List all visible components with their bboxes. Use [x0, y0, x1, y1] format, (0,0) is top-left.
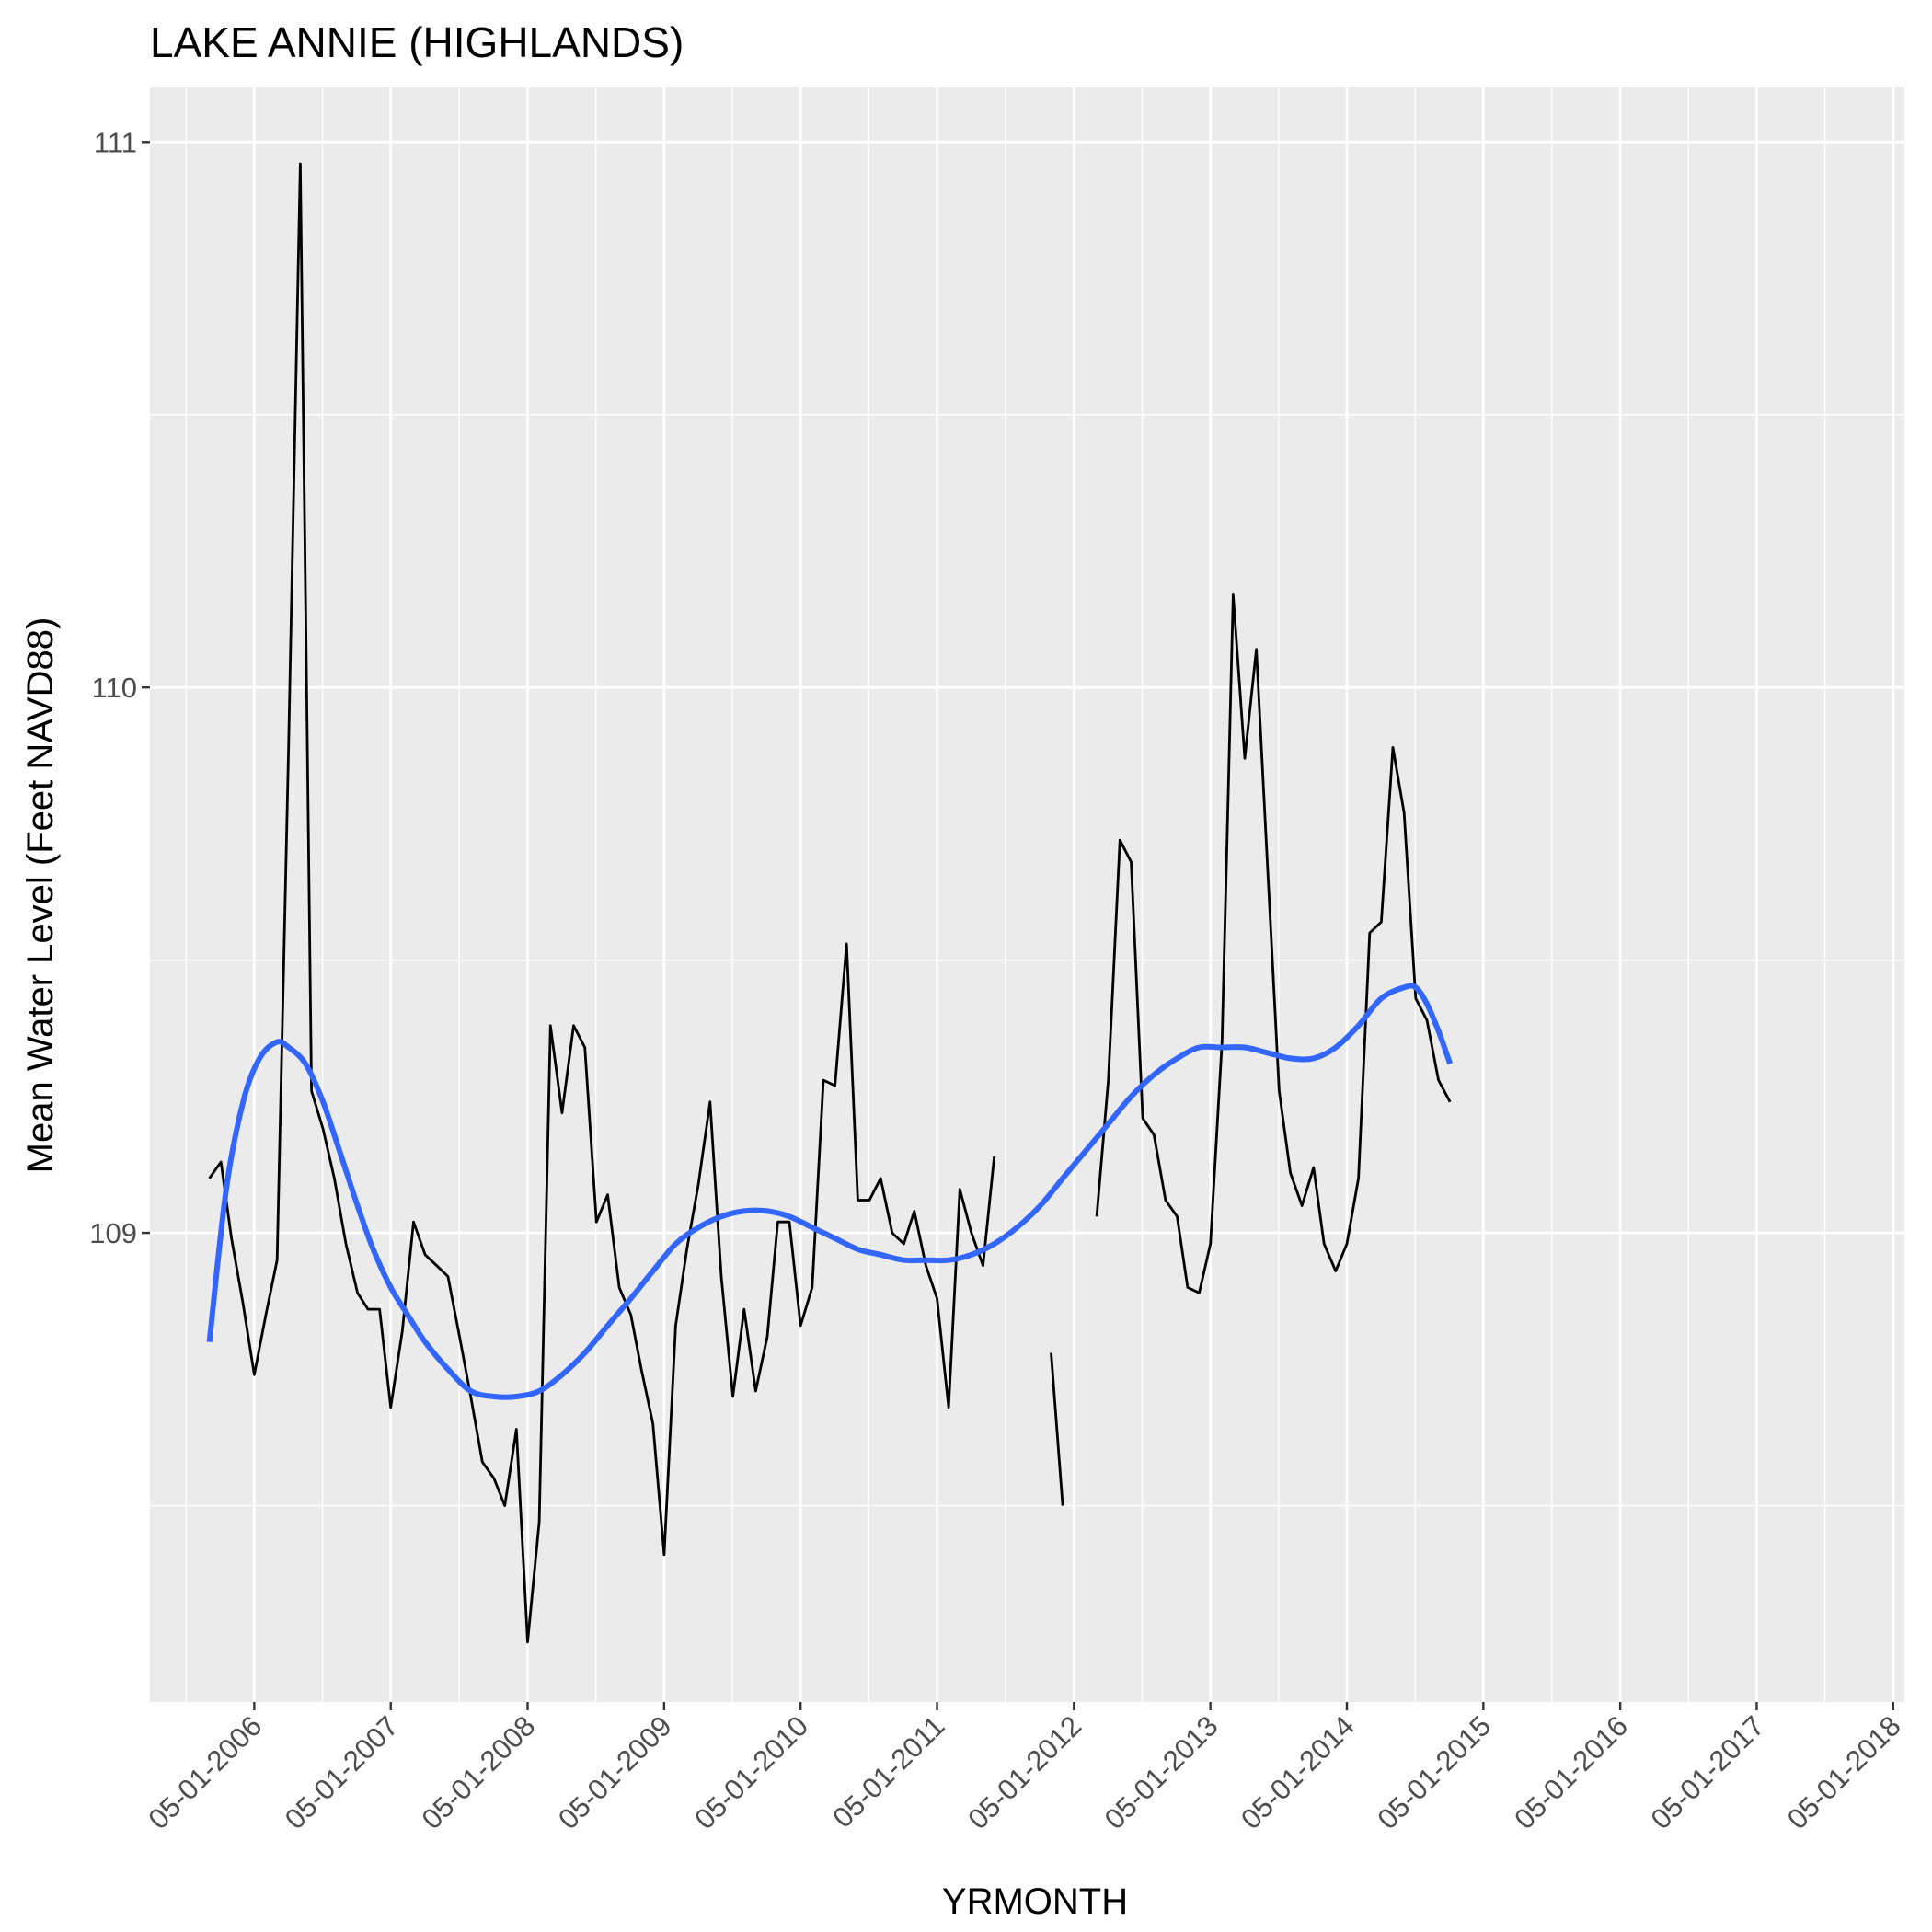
- x-tick-label: 05-01-2006: [142, 1709, 268, 1835]
- chart-title: LAKE ANNIE (HIGHLANDS): [150, 18, 684, 66]
- water-level-line: [208, 162, 996, 1644]
- x-tick-label: 05-01-2008: [416, 1709, 542, 1835]
- smooth-trend-line: [206, 983, 1454, 1400]
- y-axis: 109 110 111: [89, 126, 150, 1249]
- x-tick-label: 05-01-2018: [1781, 1709, 1907, 1835]
- y-axis-title: Mean Water Level (Feet NAVD88): [20, 617, 61, 1174]
- x-tick-label: 05-01-2011: [826, 1709, 950, 1834]
- water-level-line: [1095, 593, 1452, 1294]
- y-tick-label: 110: [92, 672, 137, 704]
- series-layer: [206, 162, 1454, 1644]
- x-axis: 05-01-2006 05-01-2007 05-01-2008 05-01-2009…: [142, 1702, 1907, 1835]
- x-tick-label: 05-01-2015: [1371, 1709, 1497, 1835]
- y-tick-label: 111: [94, 126, 137, 158]
- x-axis-title: YRMONTH: [942, 1881, 1128, 1922]
- x-tick-label: 05-01-2007: [279, 1709, 405, 1835]
- x-tick-label: 05-01-2013: [1098, 1709, 1225, 1835]
- minor-gridlines: [150, 87, 1904, 1702]
- major-gridlines: [150, 87, 1904, 1702]
- x-tick-label: 05-01-2014: [1235, 1709, 1361, 1835]
- y-tick-label: 109: [89, 1217, 137, 1249]
- x-tick-label: 05-01-2016: [1508, 1709, 1634, 1835]
- water-level-line: [1050, 1352, 1064, 1506]
- plot-panel: [150, 87, 1904, 1702]
- x-tick-label: 05-01-2009: [552, 1709, 678, 1835]
- x-tick-label: 05-01-2010: [688, 1709, 814, 1835]
- x-tick-label: 05-01-2012: [961, 1709, 1087, 1835]
- x-tick-label: 05-01-2017: [1645, 1709, 1771, 1835]
